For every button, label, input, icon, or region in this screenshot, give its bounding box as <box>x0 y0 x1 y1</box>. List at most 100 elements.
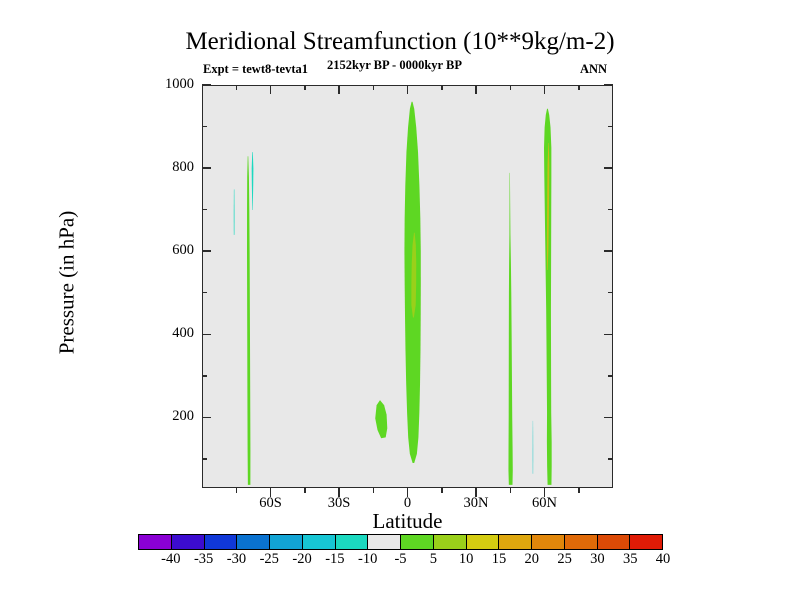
colorbar-swatch <box>532 535 565 549</box>
y-tick-text: 400 <box>172 325 194 342</box>
x-axis-minor-tick-top <box>441 85 443 90</box>
x-axis-minor-tick <box>441 488 443 493</box>
experiment-label: Expt = tewt8-tevta1 <box>203 62 309 76</box>
colorbar-swatch <box>302 535 336 549</box>
x-axis-title: Latitude <box>372 509 443 533</box>
colorbar-tick-label: -25 <box>259 551 279 567</box>
x-axis-minor-tick-top <box>372 85 374 90</box>
season-label: ANN <box>580 62 608 76</box>
colorbar-swatch <box>630 535 662 549</box>
y-axis-minor-tick-right <box>608 125 613 128</box>
y-axis-minor-tick-right <box>608 208 613 211</box>
colorbar-swatch <box>466 535 500 549</box>
x-axis-tick-top <box>475 85 477 94</box>
colorbar-swatch <box>204 535 238 549</box>
y-tick-text: 200 <box>172 408 194 425</box>
colorbar-labels: -40 -35 -30 -25 -20 -15 -10 -5 5 10 15 20 25 30 35 40 <box>138 551 670 569</box>
colorbar-tick-label: 30 <box>590 551 605 567</box>
x-axis-tick <box>475 488 477 497</box>
colorbar-swatch <box>139 535 172 549</box>
y-axis-tick-right <box>604 167 613 169</box>
x-axis-tick-label: 60S <box>259 495 282 511</box>
y-axis-tick <box>202 84 211 86</box>
y-axis-minor-tick-right <box>608 458 613 460</box>
y-tick-text: 1000 <box>165 76 194 92</box>
x-axis-minor-tick-top <box>578 85 580 90</box>
y-axis-tick-right <box>604 333 613 336</box>
y-tick-text: 600 <box>172 242 194 259</box>
colorbar-swatches <box>138 534 663 550</box>
y-axis-minor-tick <box>202 291 207 294</box>
contour-south-cyan-lower <box>251 152 254 211</box>
colorbar-swatch <box>499 535 532 549</box>
colorbar-swatch <box>335 535 369 549</box>
colorbar-tick-label: -35 <box>193 551 214 567</box>
colorbar-tick-label: -40 <box>161 551 181 567</box>
colorbar-tick-label: 20 <box>524 551 540 567</box>
x-axis-tick-top <box>269 85 272 94</box>
colorbar-tick-label: -10 <box>358 551 378 567</box>
contour-north-cyan-sliver <box>532 420 534 474</box>
x-axis-tick-label: 30S <box>327 495 351 511</box>
plot-area <box>202 85 613 488</box>
y-axis-title: Pressure (in hPa) <box>54 210 79 355</box>
colorbar-tick-label: -5 <box>394 551 407 567</box>
colorbar-tick-label: -20 <box>292 551 312 567</box>
x-axis-minor-tick-top <box>509 85 511 90</box>
colorbar-tick-label: 25 <box>557 551 572 567</box>
colorbar-tick-label: -15 <box>325 551 345 567</box>
contour-plot <box>233 101 552 485</box>
colorbar-swatch <box>597 535 631 549</box>
contour-equatorial-core <box>411 232 417 318</box>
colorbar-tick-label: 5 <box>429 551 437 567</box>
x-axis-tick-top <box>338 85 340 94</box>
x-axis-tick-top <box>543 85 546 94</box>
y-axis-tick-right <box>604 250 613 252</box>
contour-north-polar-band <box>544 108 552 485</box>
x-axis-minor-tick <box>235 488 237 493</box>
y-axis-tick-right <box>604 416 613 419</box>
colorbar-swatch <box>270 535 303 549</box>
colorbar-tick-label: 35 <box>622 551 638 567</box>
contour-subtropical-blob <box>375 400 388 439</box>
colorbar-tick-label: 40 <box>655 551 671 567</box>
contour-north-polar-core <box>546 143 550 270</box>
y-axis-minor-tick-right <box>608 375 613 377</box>
colorbar-tick-label: -30 <box>226 551 247 567</box>
y-axis-tick-right <box>604 84 613 86</box>
y-axis-minor-tick <box>202 375 207 377</box>
x-axis-minor-tick-top <box>304 85 306 90</box>
colorbar-tick-label: 10 <box>458 551 474 567</box>
x-axis-tick <box>543 488 546 497</box>
x-axis-minor-tick <box>578 488 580 493</box>
colorbar-swatch <box>433 535 467 549</box>
y-axis-minor-tick <box>202 458 207 460</box>
colorbar-swatch <box>171 535 205 549</box>
x-axis-minor-tick <box>372 488 374 493</box>
x-axis-minor-tick <box>304 488 306 493</box>
y-axis-minor-tick-right <box>608 291 613 294</box>
x-axis-tick-label: 60N <box>532 495 557 511</box>
contour-south-polar-band <box>247 156 251 485</box>
y-axis-tick <box>202 167 211 169</box>
x-axis-tick-label: 30N <box>463 495 489 511</box>
colorbar-swatch <box>237 535 270 549</box>
x-axis-tick-label: 0 <box>403 495 412 511</box>
colorbar-swatch <box>368 535 401 549</box>
period-label: 2152kyr BP - 0000kyr BP <box>327 58 462 72</box>
x-axis-tick <box>338 488 340 497</box>
y-axis-minor-tick <box>202 208 207 211</box>
x-axis-minor-tick-top <box>235 85 237 90</box>
y-axis-minor-tick <box>202 125 207 128</box>
colorbar-tick-label: 15 <box>491 551 507 567</box>
contour-south-cyan-upper <box>233 189 235 235</box>
x-axis-tick <box>269 488 272 497</box>
y-axis-tick <box>202 250 211 252</box>
y-tick-text: 800 <box>172 159 194 176</box>
contour-north-midlat-band <box>508 172 513 485</box>
colorbar-swatch <box>401 535 434 549</box>
x-axis-tick <box>406 488 409 497</box>
colorbar <box>138 534 663 550</box>
y-axis-tick <box>202 416 211 419</box>
